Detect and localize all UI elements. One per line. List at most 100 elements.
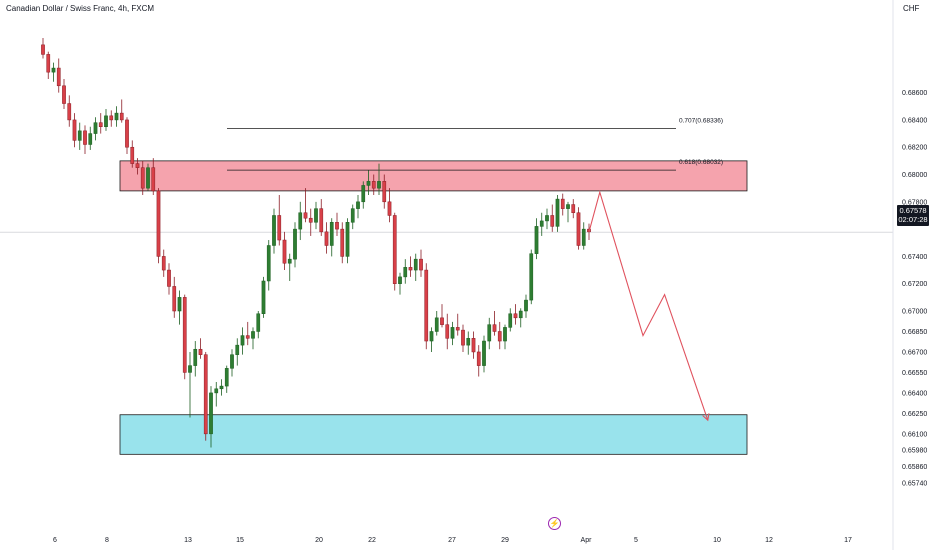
candle[interactable]: [272, 208, 276, 254]
candle[interactable]: [529, 249, 534, 305]
candle[interactable]: [188, 351, 192, 418]
candle[interactable]: [104, 109, 108, 131]
candle[interactable]: [230, 349, 234, 377]
lightning-icon[interactable]: ⚡: [548, 517, 561, 530]
candle[interactable]: [41, 38, 45, 59]
candle[interactable]: [492, 311, 497, 336]
candle[interactable]: [345, 218, 350, 264]
candle[interactable]: [172, 276, 177, 318]
candle[interactable]: [282, 231, 287, 271]
candle[interactable]: [392, 212, 397, 291]
candle[interactable]: [476, 345, 481, 377]
candle[interactable]: [361, 181, 366, 209]
candle[interactable]: [461, 324, 465, 352]
resistance-zone[interactable]: [119, 160, 748, 192]
price-axis[interactable]: 0.68600 0.68400 0.68200 0.68000 0.67800 0.674…: [892, 0, 927, 550]
candle[interactable]: [177, 290, 182, 325]
candle[interactable]: [62, 78, 66, 110]
candle[interactable]: [366, 170, 371, 195]
candle[interactable]: [114, 106, 119, 127]
candle[interactable]: [450, 321, 455, 346]
candle[interactable]: [303, 188, 308, 223]
candle[interactable]: [251, 327, 255, 350]
candle[interactable]: [287, 253, 292, 281]
candle[interactable]: [77, 122, 82, 150]
candle[interactable]: [46, 51, 51, 79]
candle[interactable]: [151, 158, 156, 195]
candle[interactable]: [581, 222, 586, 250]
candle[interactable]: [67, 95, 72, 127]
candle[interactable]: [356, 194, 360, 219]
candle[interactable]: [403, 259, 408, 284]
candle[interactable]: [434, 311, 439, 336]
candle[interactable]: [135, 158, 140, 175]
candle[interactable]: [440, 304, 444, 328]
candle[interactable]: [319, 199, 324, 236]
candle[interactable]: [109, 110, 114, 127]
candle[interactable]: [130, 140, 135, 168]
candle[interactable]: [335, 212, 339, 236]
candle[interactable]: [518, 308, 523, 328]
candle[interactable]: [398, 272, 402, 295]
candle[interactable]: [571, 199, 576, 219]
candle[interactable]: [245, 321, 250, 346]
candle[interactable]: [224, 365, 229, 393]
candle[interactable]: [413, 253, 418, 281]
candle[interactable]: [508, 308, 513, 332]
candle[interactable]: [209, 386, 213, 448]
candle[interactable]: [424, 263, 429, 350]
candle[interactable]: [429, 327, 434, 352]
candle[interactable]: [576, 207, 581, 250]
candle[interactable]: [298, 201, 303, 241]
candle[interactable]: [503, 324, 507, 350]
candle[interactable]: [419, 249, 423, 277]
candle[interactable]: [146, 163, 150, 191]
candle[interactable]: [545, 208, 549, 230]
candle[interactable]: [72, 113, 77, 148]
candle[interactable]: [524, 294, 528, 318]
candle[interactable]: [235, 338, 240, 366]
candle[interactable]: [256, 311, 261, 339]
candle[interactable]: [466, 331, 471, 355]
candle[interactable]: [382, 174, 387, 209]
candle[interactable]: [93, 117, 98, 141]
candle[interactable]: [350, 204, 355, 230]
candle[interactable]: [240, 327, 245, 355]
time-axis[interactable]: 6 8 13 15 20 22 27 29 Apr 5 10 12 17: [53, 537, 852, 544]
candle[interactable]: [371, 174, 376, 195]
candle[interactable]: [261, 276, 266, 318]
candle[interactable]: [539, 212, 544, 236]
candle[interactable]: [198, 338, 203, 359]
candle[interactable]: [182, 294, 187, 380]
candle[interactable]: [193, 341, 198, 377]
candle[interactable]: [445, 313, 450, 350]
candle[interactable]: [88, 126, 93, 150]
support-zone[interactable]: [119, 414, 748, 455]
candle[interactable]: [340, 222, 345, 264]
candle[interactable]: [314, 201, 318, 230]
candle[interactable]: [482, 335, 486, 373]
candle[interactable]: [471, 331, 476, 359]
candle[interactable]: [219, 379, 224, 396]
candle[interactable]: [408, 256, 413, 277]
candle[interactable]: [98, 113, 103, 134]
candle[interactable]: [293, 222, 297, 268]
candle[interactable]: [214, 381, 219, 407]
projection-path[interactable]: [588, 190, 709, 421]
candle[interactable]: [203, 351, 208, 441]
candle[interactable]: [566, 201, 570, 223]
candle[interactable]: [377, 163, 381, 195]
candle[interactable]: [277, 194, 282, 246]
candle[interactable]: [560, 193, 565, 216]
candle[interactable]: [83, 125, 87, 155]
candle[interactable]: [387, 188, 392, 223]
candle[interactable]: [324, 222, 329, 254]
candle[interactable]: [167, 263, 171, 295]
candle[interactable]: [156, 188, 161, 264]
candle[interactable]: [455, 313, 460, 336]
candle[interactable]: [140, 160, 145, 195]
candle[interactable]: [550, 204, 555, 232]
symbol-title[interactable]: Canadian Dollar / Swiss Franc, 4h, FXCM: [6, 4, 155, 13]
